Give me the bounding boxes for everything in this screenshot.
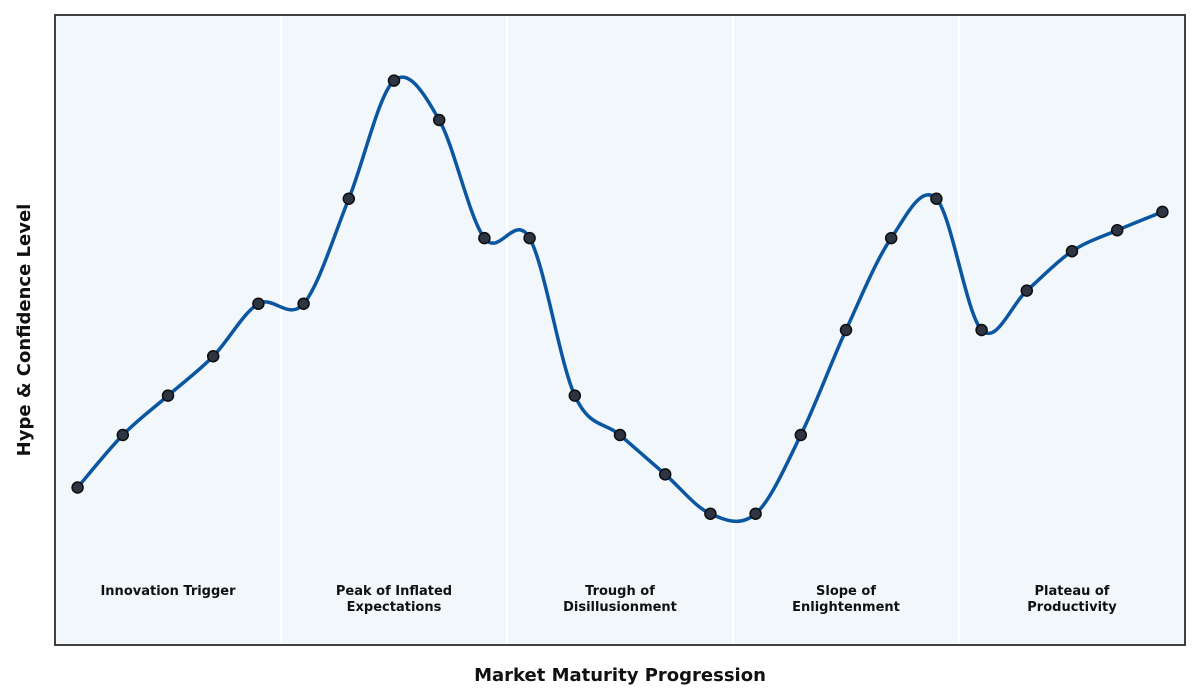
data-point — [930, 192, 943, 205]
data-point — [568, 389, 582, 402]
data-point — [432, 113, 446, 127]
phase-dividers — [280, 15, 960, 645]
plot-background — [55, 15, 1185, 645]
phase-label-line: Slope of — [816, 584, 876, 599]
data-point — [704, 507, 717, 520]
data-point — [478, 231, 491, 245]
data-point — [252, 297, 265, 310]
data-point — [523, 231, 536, 245]
plot-frame — [54, 14, 1186, 646]
data-point — [116, 428, 130, 442]
phase-label: Trough of Disillusionment — [563, 584, 677, 615]
series-line — [75, 75, 1165, 523]
data-points — [71, 74, 1169, 520]
phase-label-line: Innovation Trigger — [100, 584, 236, 599]
data-point — [387, 74, 401, 87]
phase-label: Innovation Trigger — [100, 584, 236, 599]
data-point — [1020, 284, 1034, 297]
y-axis-label: Hype & Confidence Level — [14, 204, 35, 457]
data-point — [297, 297, 310, 310]
data-point — [342, 192, 356, 205]
phase-labels: Innovation Trigger Peak of Inflated Expect… — [100, 584, 1117, 615]
phase-label-line: Peak of Inflated — [336, 584, 452, 599]
data-point — [161, 389, 175, 402]
data-point — [794, 428, 808, 442]
phase-label: Plateau of Productivity — [1027, 584, 1117, 615]
phase-label-line: Plateau of — [1035, 584, 1110, 599]
data-point — [206, 350, 220, 363]
phase-label: Slope of Enlightenment — [792, 584, 900, 615]
data-point — [1065, 245, 1079, 258]
phase-label-line: Productivity — [1027, 600, 1117, 615]
phase-label-line: Expectations — [347, 600, 442, 615]
data-point — [839, 323, 853, 337]
data-point — [884, 231, 898, 245]
phase-label: Peak of Inflated Expectations — [336, 584, 452, 615]
phase-label-line: Disillusionment — [563, 600, 677, 615]
data-point — [71, 481, 84, 494]
data-point — [1110, 224, 1124, 237]
x-axis-label: Market Maturity Progression — [474, 665, 766, 686]
data-point — [975, 323, 988, 337]
data-point — [1156, 205, 1169, 219]
data-point — [749, 507, 762, 520]
data-point — [658, 468, 672, 481]
data-point — [613, 428, 627, 442]
phase-label-line: Trough of — [585, 584, 655, 599]
phase-label-line: Enlightenment — [792, 600, 900, 615]
